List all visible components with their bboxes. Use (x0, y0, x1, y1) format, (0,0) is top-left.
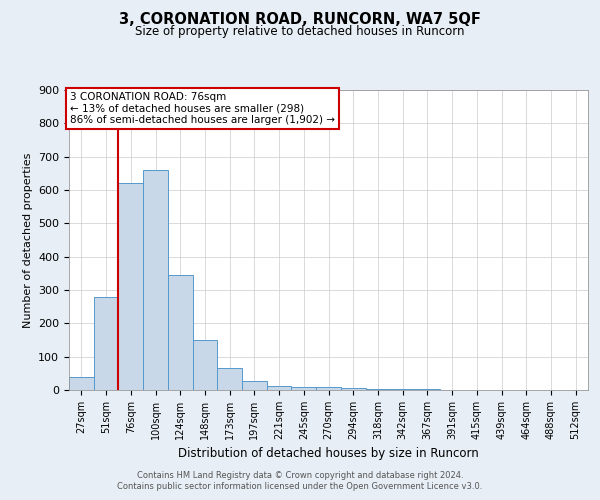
Bar (69, 376, 94, 390)
Text: Size of property relative to detached houses in Runcorn: Size of property relative to detached ho… (135, 25, 465, 38)
Bar (217, 368, 242, 390)
Bar (193, 340, 217, 390)
Bar (267, 386, 292, 390)
Text: Contains public sector information licensed under the Open Government Licence v3: Contains public sector information licen… (118, 482, 482, 491)
Text: 3 CORONATION ROAD: 76sqm
← 13% of detached houses are smaller (298)
86% of semi-: 3 CORONATION ROAD: 76sqm ← 13% of detach… (70, 92, 335, 125)
Y-axis label: Number of detached properties: Number of detached properties (23, 152, 32, 328)
Bar (168, 275, 193, 390)
Bar (94, 296, 118, 390)
Bar (316, 388, 341, 390)
Bar (118, 184, 143, 390)
Bar (292, 386, 316, 390)
Text: Contains HM Land Registry data © Crown copyright and database right 2024.: Contains HM Land Registry data © Crown c… (137, 471, 463, 480)
X-axis label: Distribution of detached houses by size in Runcorn: Distribution of detached houses by size … (178, 448, 479, 460)
Bar (143, 170, 168, 390)
Bar (365, 389, 390, 390)
Bar (242, 380, 267, 390)
Bar (341, 388, 365, 390)
Text: 3, CORONATION ROAD, RUNCORN, WA7 5QF: 3, CORONATION ROAD, RUNCORN, WA7 5QF (119, 12, 481, 28)
